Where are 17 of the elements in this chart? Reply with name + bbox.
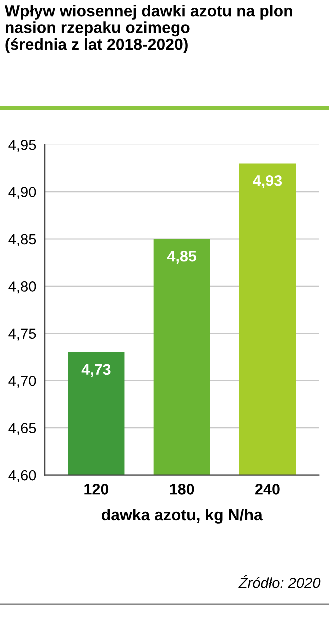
y-tick-label: 4,95 <box>8 140 36 152</box>
x-axis-title: dawka azotu, kg N/ha <box>102 508 263 524</box>
y-tick-label: 4,60 <box>8 470 36 482</box>
y-tick-label: 4,70 <box>8 376 36 388</box>
chart-title: Wpływ wiosennej dawki azotu na plon nasion rzepaku ozimego (średnia z lat 2018-2020) <box>4 5 292 54</box>
x-tick-label: 240 <box>256 484 280 495</box>
text: Źródło: 2020 <box>238 575 321 588</box>
x-tick-label: 180 <box>170 484 194 495</box>
y-tick-label: 4,90 <box>8 187 36 200</box>
data-label: 4,85 <box>167 250 197 264</box>
y-tick-label: 4,75 <box>8 328 36 341</box>
x-tick-label: 120 <box>84 484 109 495</box>
y-tick-label: 4,85 <box>8 234 36 246</box>
data-label: 4,93 <box>253 175 282 188</box>
y-tick-label: 4,65 <box>8 423 36 436</box>
data-label: 4,73 <box>82 364 111 378</box>
y-tick-label: 4,80 <box>8 282 36 294</box>
